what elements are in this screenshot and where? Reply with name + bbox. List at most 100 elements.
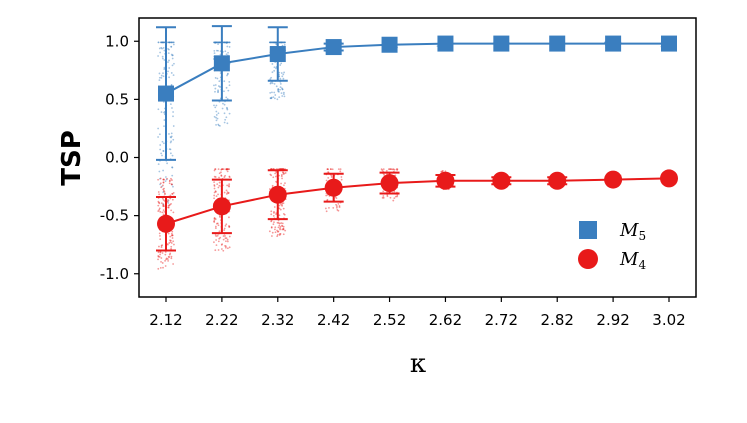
scatter-point: [214, 168, 216, 171]
scatter-point: [164, 192, 166, 195]
x-tick-label: 2.62: [429, 311, 462, 329]
scatter-point: [218, 80, 221, 83]
scatter-point: [223, 112, 226, 115]
scatter-point: [169, 41, 171, 44]
scatter-point: [157, 200, 160, 203]
scatter-point: [225, 106, 228, 109]
scatter-point: [226, 168, 229, 171]
scatter-point: [273, 69, 276, 72]
scatter-point: [213, 194, 216, 197]
scatter-point: [271, 41, 274, 44]
scatter-point: [161, 244, 163, 247]
scatter-point: [216, 41, 219, 44]
scatter-point: [217, 90, 219, 93]
scatter-point: [214, 84, 217, 86]
x-tick-label: 2.92: [596, 311, 629, 329]
axis-layer: -1.0 -0.5 0.0 0.5 1.0 2.12 2.22 2.32 2.42 2.52 2.6…: [100, 32, 686, 329]
scatter-point: [163, 210, 166, 213]
scatter-point: [282, 207, 285, 210]
scatter-point: [273, 206, 276, 208]
scatter-point: [270, 41, 273, 44]
scatter-point: [396, 194, 399, 196]
scatter-point: [163, 68, 166, 70]
scatter-point: [170, 41, 173, 44]
scatter-point: [169, 141, 172, 144]
scatter-point: [226, 184, 229, 187]
scatter-point: [284, 182, 286, 185]
scatter-point: [170, 255, 173, 258]
scatter-point: [226, 45, 229, 48]
scatter-point: [215, 239, 218, 241]
scatter-point: [160, 257, 163, 259]
scatter-point: [159, 238, 162, 241]
scatter-point: [215, 116, 217, 119]
scatter-point: [340, 176, 343, 178]
scatter-point: [167, 202, 170, 204]
scatter-point: [215, 49, 218, 52]
scatter-point: [160, 186, 163, 189]
data-point-square: [381, 36, 398, 53]
scatter-point: [160, 246, 163, 249]
scatter-point: [278, 96, 281, 99]
data-point-circle: [492, 171, 511, 190]
scatter-point: [337, 168, 340, 171]
scatter-point: [215, 235, 218, 237]
scatter-point: [282, 213, 285, 215]
scatter-point: [226, 74, 228, 77]
scatter-point: [382, 168, 385, 171]
scatter-point: [273, 82, 276, 85]
scatter-point: [273, 91, 276, 94]
scatter-point: [381, 196, 384, 199]
scatter-point: [158, 208, 161, 211]
scatter-point: [162, 181, 165, 184]
scatter-point: [169, 239, 172, 242]
scatter-point: [270, 174, 273, 177]
scatter-point: [166, 162, 169, 165]
scatter-point: [269, 41, 272, 44]
scatter-point: [215, 110, 218, 113]
series-line-1: [165, 177, 670, 225]
scatter-point: [273, 211, 275, 213]
scatter-point: [284, 172, 287, 174]
scatter-point: [158, 232, 161, 235]
scatter-point: [215, 114, 218, 116]
scatter-point: [218, 41, 221, 44]
scatter-point: [272, 41, 275, 44]
scatter-point: [269, 41, 272, 44]
scatter-point: [385, 170, 388, 172]
scatter-point: [225, 42, 228, 44]
scatter-point: [391, 168, 394, 171]
x-axis-label: κ: [410, 349, 426, 379]
scatter-point: [339, 168, 342, 171]
scatter-point: [281, 95, 284, 97]
scatter-point: [218, 184, 221, 187]
scatter-point: [218, 41, 220, 44]
scatter-point: [158, 202, 161, 205]
scatter-point: [213, 185, 216, 187]
scatter-point: [275, 41, 278, 44]
scatter-point: [222, 168, 225, 171]
data-point-circle: [660, 169, 678, 188]
scatter-point: [227, 51, 229, 54]
scatter-point: [440, 170, 443, 173]
scatter-point: [279, 88, 281, 91]
scatter-point: [159, 235, 161, 237]
scatter-point: [336, 209, 339, 211]
data-point-circle: [604, 170, 623, 189]
scatter-point: [213, 187, 216, 190]
scatter-point: [215, 244, 218, 247]
scatter-point: [217, 240, 220, 243]
scatter-point: [166, 258, 169, 260]
scatter-point: [158, 72, 161, 75]
scatter-point: [214, 90, 216, 93]
scatter-point: [214, 41, 217, 44]
scatter-point: [226, 41, 229, 44]
scatter-point: [276, 233, 279, 236]
scatter-point: [327, 168, 329, 171]
scatter-point: [171, 192, 174, 195]
scatter-point: [325, 210, 328, 213]
scatter-point: [168, 180, 171, 183]
scatter-point: [164, 176, 167, 178]
scatter-point: [161, 252, 164, 254]
scatter-point: [159, 210, 162, 213]
